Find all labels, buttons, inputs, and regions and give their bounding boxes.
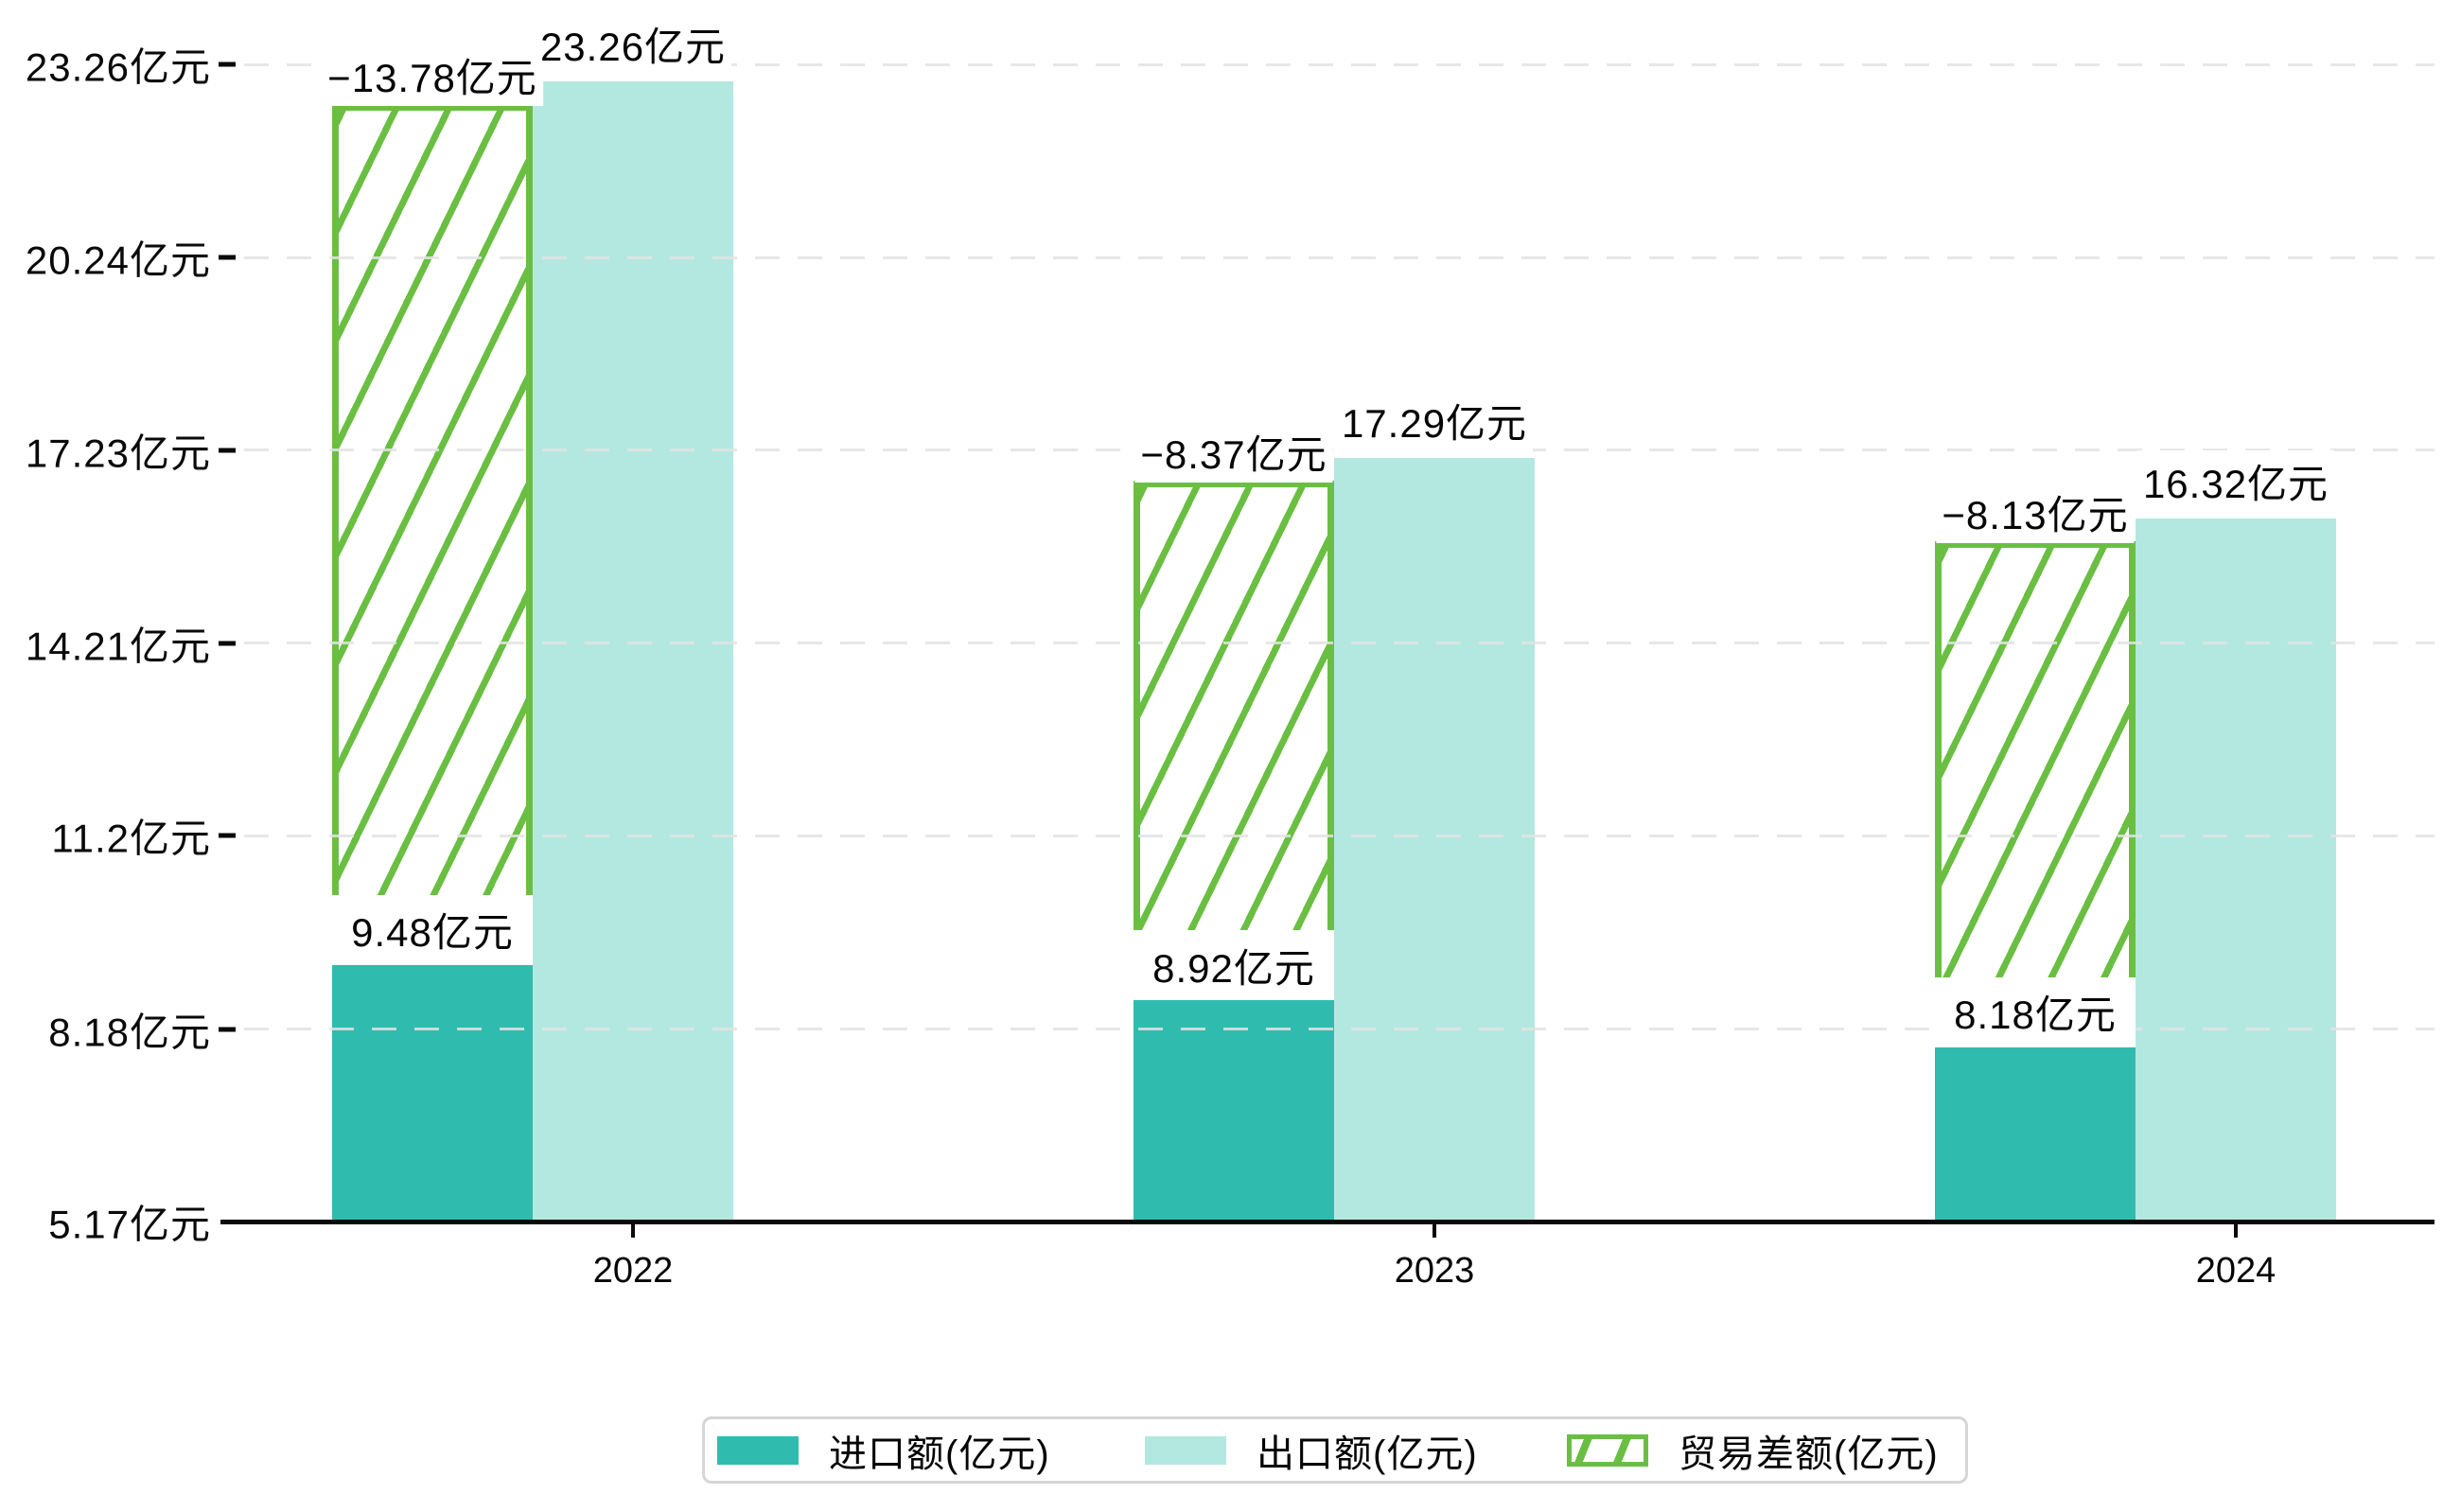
gridline: [244, 62, 2435, 66]
export-value-label: 23.26亿元: [534, 13, 732, 76]
legend-label-export: 出口额(亿元): [1257, 1433, 1478, 1475]
export-bar: [2136, 519, 2336, 1220]
import-bar: [1935, 1031, 2136, 1220]
trade-balance-bar: [332, 104, 533, 950]
y-axis-tick-label: 8.18亿元: [48, 1010, 211, 1055]
legend-item-import[interactable]: [717, 1419, 799, 1481]
y-axis-tick-mark: [219, 641, 236, 646]
import-value-label: 8.18亿元: [1935, 976, 2136, 1047]
y-axis-tick-mark: [219, 448, 236, 453]
import-value-label: 9.48亿元: [332, 894, 533, 965]
y-axis-tick-label: 17.23亿元: [25, 431, 211, 476]
y-axis-tick-label: 14.21亿元: [25, 624, 211, 669]
x-axis-tick-mark: [631, 1223, 635, 1238]
legend-item-import-label[interactable]: 进口额(亿元): [829, 1419, 1050, 1481]
y-axis-tick-mark: [219, 62, 236, 67]
legend-item-export-label[interactable]: 出口额(亿元): [1257, 1419, 1478, 1481]
trade-balance-value-label: −8.13亿元: [1936, 482, 2135, 544]
export-bar: [533, 81, 733, 1220]
legend-label-import: 进口额(亿元): [829, 1433, 1050, 1475]
x-axis-label: 2022: [592, 1251, 674, 1291]
y-axis-tick-mark: [219, 255, 236, 260]
import-swatch-icon: [717, 1435, 799, 1465]
y-axis-tick-mark: [219, 1027, 236, 1032]
import-value-label: 8.92亿元: [1134, 930, 1334, 1001]
x-axis-tick-mark: [2234, 1223, 2238, 1238]
legend-item-export[interactable]: [1145, 1419, 1226, 1481]
export-swatch-icon: [1145, 1435, 1226, 1465]
x-axis-line: [220, 1220, 2435, 1224]
x-axis-tick-mark: [1433, 1223, 1436, 1238]
legend-item-balance[interactable]: [1567, 1419, 1648, 1481]
trade-balance-swatch-icon: [1567, 1433, 1648, 1467]
y-axis-tick-label: 20.24亿元: [25, 237, 211, 283]
legend: 进口额(亿元) 出口额(亿元) 贸易差额(亿元): [702, 1416, 1968, 1484]
trade-balance-value-label: −13.78亿元: [322, 44, 543, 107]
gridline: [244, 1028, 2435, 1031]
y-axis-tick-mark: [219, 833, 236, 838]
trade-balance-value-label: −8.37亿元: [1134, 420, 1333, 483]
gridline: [244, 642, 2435, 645]
y-axis-tick-label: 11.2亿元: [51, 816, 211, 861]
import-bar: [332, 949, 533, 1220]
x-axis-label: 2023: [1394, 1251, 1475, 1291]
export-value-label: 17.29亿元: [1335, 389, 1534, 451]
trade-balance-bar: [1134, 480, 1334, 986]
export-value-label: 16.32亿元: [2136, 450, 2335, 513]
export-bar: [1334, 457, 1535, 1220]
y-axis-tick-label: 23.26亿元: [25, 44, 211, 90]
gridline: [244, 255, 2435, 259]
x-axis-label: 2024: [2195, 1251, 2276, 1291]
trade-balance-bar: [1935, 541, 2136, 1032]
import-bar: [1134, 985, 1334, 1220]
gridline: [244, 834, 2435, 837]
legend-label-balance: 贸易差额(亿元): [1679, 1433, 1939, 1475]
legend-item-balance-label[interactable]: 贸易差额(亿元): [1679, 1419, 1939, 1481]
y-axis-tick-label: 5.17亿元: [48, 1202, 211, 1247]
